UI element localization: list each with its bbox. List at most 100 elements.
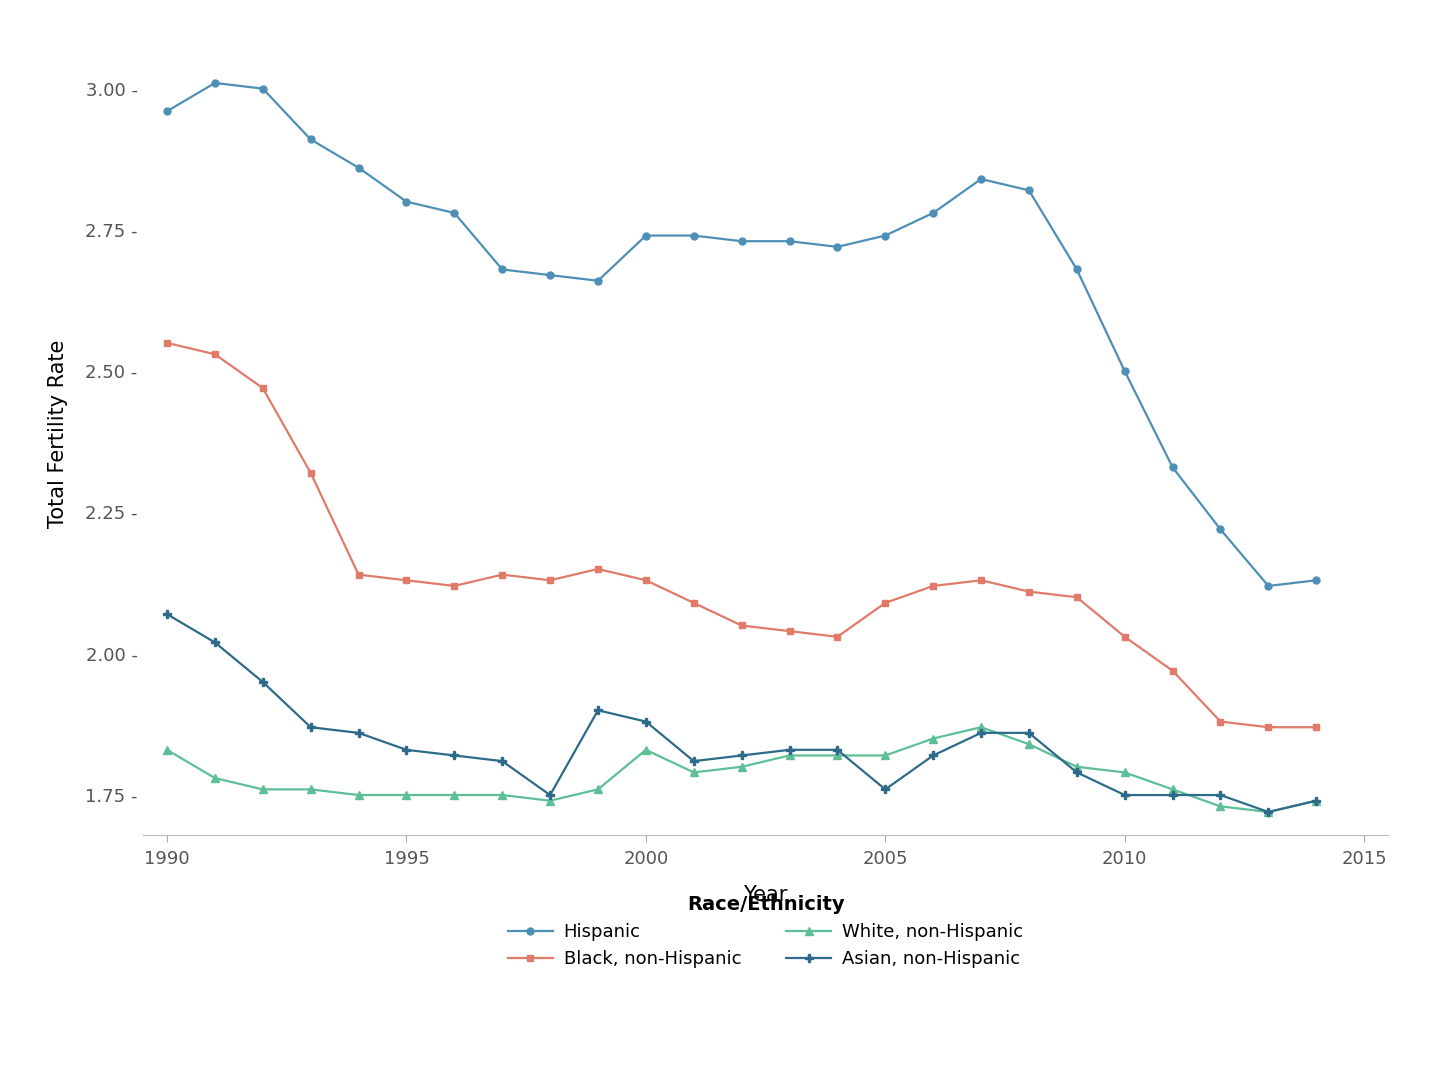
Black, non-Hispanic xyxy=(1116,630,1133,643)
Asian, non-Hispanic xyxy=(637,715,654,728)
Hispanic xyxy=(1212,523,1229,536)
Asian, non-Hispanic xyxy=(398,744,415,756)
White, non-Hispanic xyxy=(590,783,607,796)
Hispanic xyxy=(206,77,223,90)
Asian, non-Hispanic xyxy=(877,783,894,796)
Hispanic xyxy=(1116,365,1133,378)
Asian, non-Hispanic xyxy=(1163,789,1181,801)
White, non-Hispanic xyxy=(685,766,703,779)
Black, non-Hispanic xyxy=(590,563,607,576)
Asian, non-Hispanic xyxy=(733,749,750,762)
Asian, non-Hispanic xyxy=(351,727,368,739)
Hispanic xyxy=(685,229,703,242)
Hispanic xyxy=(351,162,368,174)
Asian, non-Hispanic xyxy=(1020,727,1037,739)
Hispanic xyxy=(829,241,846,254)
Asian, non-Hispanic xyxy=(255,675,272,688)
Asian, non-Hispanic xyxy=(494,754,511,767)
Black, non-Hispanic xyxy=(924,580,942,593)
Hispanic xyxy=(590,274,607,287)
White, non-Hispanic xyxy=(1212,800,1229,813)
Hispanic xyxy=(877,229,894,242)
White, non-Hispanic xyxy=(351,789,368,801)
Black, non-Hispanic xyxy=(445,580,462,593)
White, non-Hispanic xyxy=(973,721,990,734)
Asian, non-Hispanic xyxy=(1308,794,1325,807)
Hispanic xyxy=(1068,263,1085,276)
White, non-Hispanic xyxy=(1308,794,1325,807)
Hispanic xyxy=(1259,580,1276,593)
White, non-Hispanic xyxy=(445,789,462,801)
Hispanic xyxy=(637,229,654,242)
Black, non-Hispanic xyxy=(1020,585,1037,598)
Line: Black, non-Hispanic: Black, non-Hispanic xyxy=(163,339,1319,731)
Hispanic xyxy=(924,207,942,219)
White, non-Hispanic xyxy=(1116,766,1133,779)
Hispanic xyxy=(1163,461,1181,474)
Black, non-Hispanic xyxy=(159,336,176,349)
Asian, non-Hispanic xyxy=(445,749,462,762)
Black, non-Hispanic xyxy=(1068,591,1085,603)
Line: White, non-Hispanic: White, non-Hispanic xyxy=(163,723,1321,816)
Black, non-Hispanic xyxy=(351,568,368,581)
Black, non-Hispanic xyxy=(829,630,846,643)
Hispanic xyxy=(973,172,990,185)
Line: Asian, non-Hispanic: Asian, non-Hispanic xyxy=(163,610,1321,816)
Hispanic xyxy=(733,234,750,247)
White, non-Hispanic xyxy=(637,744,654,756)
White, non-Hispanic xyxy=(541,794,558,807)
Asian, non-Hispanic xyxy=(302,721,319,734)
Asian, non-Hispanic xyxy=(781,744,798,756)
Hispanic xyxy=(445,207,462,219)
White, non-Hispanic xyxy=(1020,737,1037,750)
White, non-Hispanic xyxy=(924,732,942,745)
Black, non-Hispanic xyxy=(1308,721,1325,734)
Black, non-Hispanic xyxy=(1259,721,1276,734)
Asian, non-Hispanic xyxy=(829,744,846,756)
Asian, non-Hispanic xyxy=(685,754,703,767)
Hispanic xyxy=(398,195,415,208)
Hispanic xyxy=(541,269,558,281)
Black, non-Hispanic xyxy=(1163,664,1181,677)
Hispanic xyxy=(781,234,798,247)
Asian, non-Hispanic xyxy=(1259,806,1276,819)
Hispanic xyxy=(159,105,176,118)
Black, non-Hispanic xyxy=(302,467,319,479)
Black, non-Hispanic xyxy=(541,574,558,586)
Black, non-Hispanic xyxy=(877,596,894,609)
Black, non-Hispanic xyxy=(781,625,798,638)
Asian, non-Hispanic xyxy=(541,789,558,801)
Black, non-Hispanic xyxy=(733,620,750,632)
Asian, non-Hispanic xyxy=(1068,766,1085,779)
Asian, non-Hispanic xyxy=(159,608,176,621)
Legend: Hispanic, Black, non-Hispanic, White, non-Hispanic, Asian, non-Hispanic: Hispanic, Black, non-Hispanic, White, no… xyxy=(489,877,1042,987)
White, non-Hispanic xyxy=(733,761,750,774)
Black, non-Hispanic xyxy=(206,348,223,361)
White, non-Hispanic xyxy=(1068,761,1085,774)
Hispanic xyxy=(494,263,511,276)
Black, non-Hispanic xyxy=(398,574,415,586)
Asian, non-Hispanic xyxy=(590,704,607,717)
White, non-Hispanic xyxy=(829,749,846,762)
White, non-Hispanic xyxy=(1163,783,1181,796)
Hispanic xyxy=(1020,184,1037,197)
Asian, non-Hispanic xyxy=(924,749,942,762)
White, non-Hispanic xyxy=(781,749,798,762)
Black, non-Hispanic xyxy=(494,568,511,581)
White, non-Hispanic xyxy=(206,771,223,784)
Black, non-Hispanic xyxy=(637,574,654,586)
X-axis label: Year: Year xyxy=(743,885,788,904)
White, non-Hispanic xyxy=(398,789,415,801)
Hispanic xyxy=(255,82,272,95)
Asian, non-Hispanic xyxy=(206,636,223,648)
White, non-Hispanic xyxy=(255,783,272,796)
White, non-Hispanic xyxy=(1259,806,1276,819)
Asian, non-Hispanic xyxy=(1212,789,1229,801)
Black, non-Hispanic xyxy=(685,596,703,609)
Y-axis label: Total Fertility Rate: Total Fertility Rate xyxy=(49,339,69,528)
Line: Hispanic: Hispanic xyxy=(163,79,1319,590)
Asian, non-Hispanic xyxy=(1116,789,1133,801)
White, non-Hispanic xyxy=(302,783,319,796)
Black, non-Hispanic xyxy=(1212,715,1229,728)
Black, non-Hispanic xyxy=(973,574,990,586)
